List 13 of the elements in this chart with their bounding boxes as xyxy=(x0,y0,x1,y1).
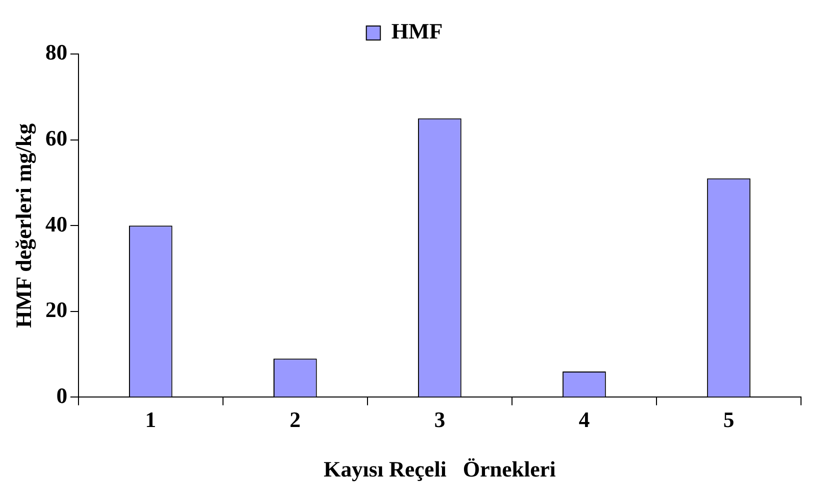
y-tick-label: 20 xyxy=(45,297,68,322)
x-tick-label: 5 xyxy=(723,407,734,432)
y-tick-label: 60 xyxy=(45,125,68,150)
x-tick-label: 3 xyxy=(434,407,446,432)
x-axis-title: Kayısı Reçeli Örnekleri xyxy=(324,456,556,482)
y-tick-label: 0 xyxy=(56,382,68,408)
y-tick-label: 80 xyxy=(45,40,68,65)
y-tick-label: 40 xyxy=(45,211,68,236)
x-tick-label: 1 xyxy=(145,407,156,432)
y-axis-title: HMF değerleri mg/kg xyxy=(10,123,36,328)
x-tick-label: 4 xyxy=(578,407,590,432)
legend-label: HMF xyxy=(391,18,443,44)
x-tick-label: 2 xyxy=(290,407,301,432)
